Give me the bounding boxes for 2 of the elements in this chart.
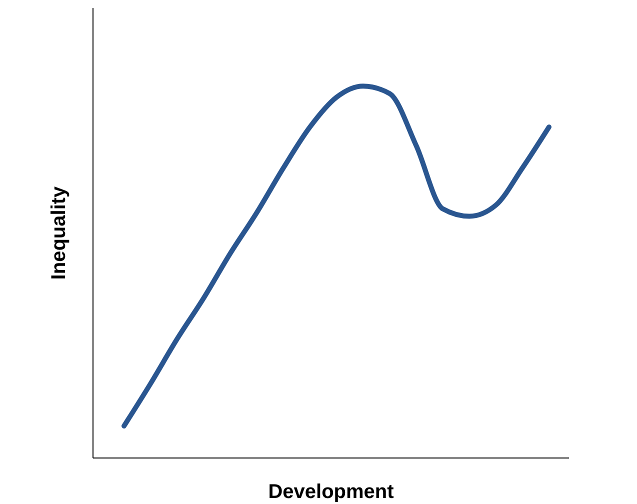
y-axis-title: Inequality — [48, 185, 70, 280]
x-axis-title: Development — [268, 481, 394, 503]
